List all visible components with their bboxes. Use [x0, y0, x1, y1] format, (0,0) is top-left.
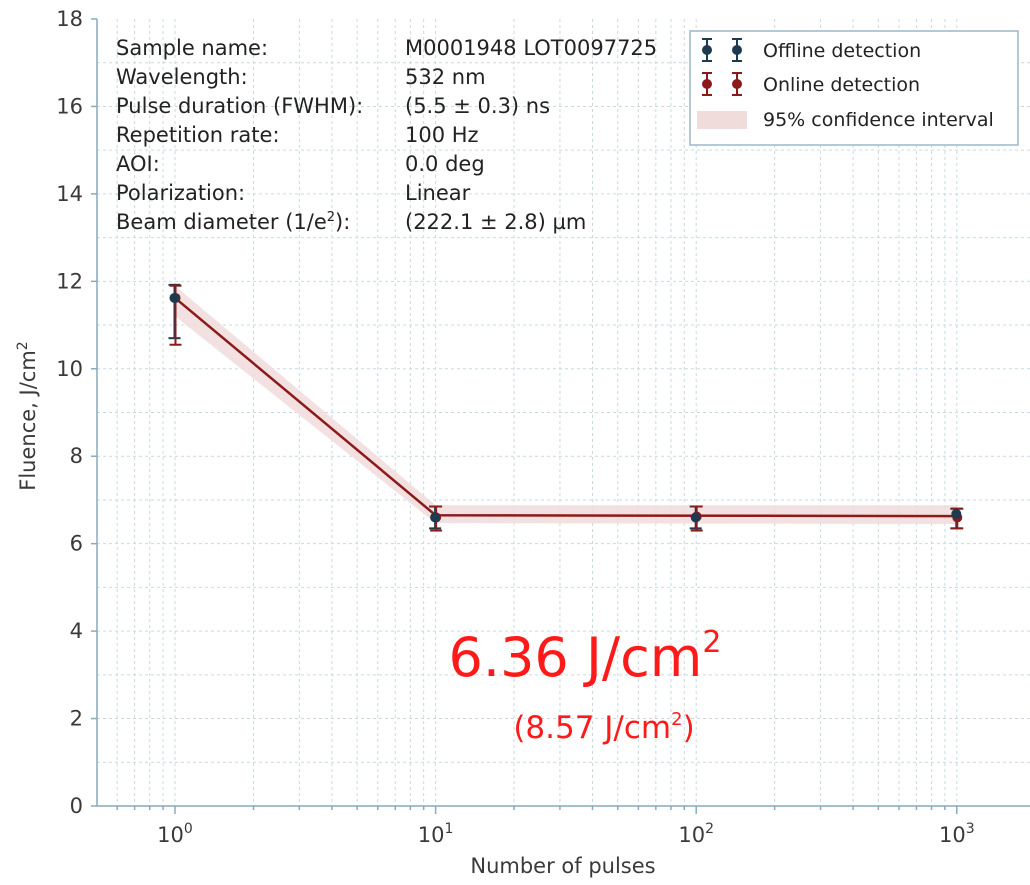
offline-data-point: [169, 292, 180, 303]
y-tick-label: 14: [56, 182, 83, 206]
grid: [97, 19, 1030, 806]
axes: [91, 18, 1030, 814]
info-value: (5.5 ± 0.3) ns: [405, 94, 550, 118]
info-value: 532 nm: [405, 65, 486, 89]
confidence-band-area: [175, 285, 957, 524]
info-label: Repetition rate:: [116, 123, 280, 147]
info-value: Linear: [405, 181, 471, 205]
info-label: Polarization:: [116, 181, 245, 205]
y-axis-label-sup: 2: [15, 341, 31, 350]
legend-marker-dot: [702, 79, 712, 89]
x-axis-label: Number of pulses: [470, 854, 655, 878]
info-label: Pulse duration (FWHM):: [116, 94, 363, 118]
legend-online-label: Online detection: [763, 74, 920, 96]
x-tick-label: 100: [157, 821, 193, 847]
y-tick-label: 0: [70, 794, 83, 818]
info-label: AOI:: [116, 152, 160, 176]
legend-offline-marker: [702, 38, 742, 62]
confidence-band: [175, 285, 957, 524]
legend-marker-dot: [702, 45, 712, 55]
y-axis-label: Fluence, J/cm2: [15, 341, 40, 490]
x-tick-label: 102: [678, 821, 714, 847]
x-tick-label: 103: [939, 821, 975, 847]
legend: Offline detection Online detection 95% c…: [689, 30, 1019, 146]
legend-band-label: 95% confidence interval: [763, 109, 994, 131]
sample-info-block: Sample name: M0001948 LOT0097725 Wavelengt…: [116, 36, 657, 234]
info-value: 0.0 deg: [405, 152, 485, 176]
y-axis-label-text: Fluence, J/cm: [16, 350, 40, 491]
legend-marker-dot: [732, 45, 742, 55]
y-tick-label: 2: [70, 707, 83, 731]
legend-band-swatch: [697, 111, 747, 129]
y-tick-label: 4: [70, 619, 83, 643]
threshold-secondary-value: (8.57 J/cm2): [513, 709, 694, 746]
offline-data-point: [690, 512, 701, 523]
offline-data-point: [951, 508, 962, 519]
y-tick-label: 18: [56, 7, 83, 31]
info-label: Beam diameter (1/e2):: [116, 210, 350, 234]
y-tick-label: 8: [70, 444, 83, 468]
y-tick-label: 10: [56, 357, 83, 381]
error-bars: [168, 283, 964, 532]
legend-online-marker: [702, 72, 742, 96]
legend-offline-label: Offline detection: [763, 40, 921, 62]
info-value: 100 Hz: [405, 123, 479, 147]
legend-marker-dot: [732, 79, 742, 89]
y-tick-label: 12: [56, 269, 83, 293]
offline-data-point: [430, 512, 441, 523]
tick-labels: 0 2 4 6 8 10 12 14 16 18 100 101 102 103: [56, 7, 974, 847]
y-tick-label: 6: [70, 532, 83, 556]
threshold-value: 6.36 J/cm2: [449, 625, 722, 689]
info-label: Wavelength:: [116, 65, 248, 89]
info-value: M0001948 LOT0097725: [405, 36, 657, 60]
y-tick-label: 16: [56, 94, 83, 118]
info-value: (222.1 ± 2.8) µm: [405, 210, 586, 234]
info-label: Sample name:: [116, 36, 268, 60]
x-tick-label: 101: [418, 821, 454, 847]
